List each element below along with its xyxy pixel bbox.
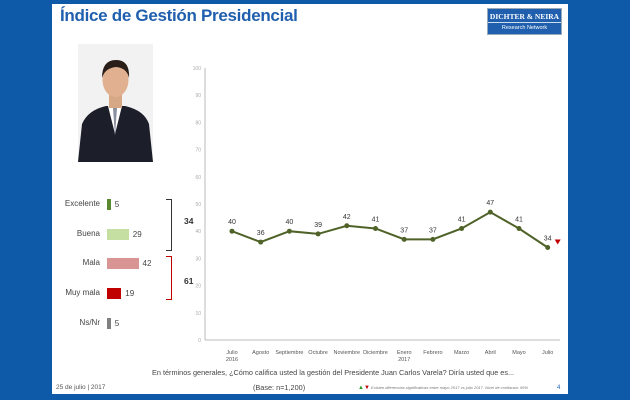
rating-bar (107, 258, 139, 269)
y-tick-label: 60 (195, 175, 201, 181)
rating-label: Excelente (64, 199, 100, 208)
rating-value: 19 (125, 289, 135, 298)
data-point (344, 223, 350, 229)
data-label: 40 (286, 219, 294, 226)
data-point (315, 231, 321, 237)
decrease-marker-icon (554, 239, 561, 245)
rating-bar (107, 288, 122, 299)
series-line (231, 211, 549, 249)
x-tick-label: Noviembre (334, 350, 361, 356)
y-tick-label: 30 (195, 256, 201, 262)
y-tick-label: 70 (195, 148, 201, 154)
data-label: 40 (228, 219, 236, 226)
data-label: 37 (400, 227, 408, 234)
x-tick-label: Septiembre (275, 350, 303, 356)
rating-label: Buena (76, 229, 100, 238)
data-label: 37 (429, 227, 437, 234)
survey-question: En términos generales, ¿Cómo califica us… (152, 368, 515, 377)
x-tick-label: Agosto (252, 350, 269, 356)
y-tick-label: 40 (195, 229, 201, 235)
rating-value: 5 (114, 319, 120, 328)
x-tick-label: Mayo (512, 350, 525, 356)
rating-value: 42 (142, 259, 152, 268)
y-tick-label: 50 (195, 202, 201, 208)
data-point (545, 245, 551, 251)
x-tick-label: Julio (542, 350, 553, 356)
data-point (430, 236, 436, 242)
y-tick-label: 0 (198, 338, 201, 344)
data-point (516, 225, 522, 231)
data-label: 41 (372, 216, 380, 223)
data-point (258, 239, 264, 245)
logo-name: DICHTER & NEIRA (488, 12, 561, 23)
data-point (373, 225, 378, 231)
y-tick-label: 90 (195, 93, 201, 99)
positive-total: 34 (184, 216, 194, 226)
rating-bar (107, 318, 111, 329)
y-tick-label: 20 (195, 284, 201, 290)
positive-brace (166, 199, 172, 251)
rating-label: Mala (82, 258, 100, 267)
y-tick-label: 80 (195, 120, 201, 126)
data-label: 47 (486, 200, 494, 207)
data-label: 34 (544, 236, 552, 243)
x-tick-label: Febrero (423, 350, 442, 356)
negative-total: 61 (184, 276, 194, 286)
x-tick-label: Diciembre (363, 350, 388, 356)
rating-value: 29 (132, 230, 142, 239)
logo-tagline: Research Network (501, 25, 548, 31)
data-label: 41 (458, 216, 466, 223)
significance-note: ▲▼ Existen diferencias significativas en… (358, 385, 529, 391)
x-tick-label: Julio 2016 (226, 350, 238, 363)
data-point (286, 228, 292, 234)
page-number: 4 (557, 385, 561, 391)
x-tick-label: Marzo (454, 350, 469, 356)
x-tick-label: Octubre (308, 350, 328, 356)
data-point (229, 228, 235, 234)
rating-value: 5 (114, 200, 120, 209)
sample-base: (Base: n=1,200) (253, 383, 306, 392)
page-title: Índice de Gestión Presidencial (60, 6, 298, 25)
significance-note-text: Existen diferencias significativas entre… (371, 385, 529, 390)
rating-bar (107, 199, 111, 210)
data-label: 36 (257, 230, 265, 237)
x-tick-label: Enero 2017 (397, 350, 412, 363)
data-point (487, 209, 493, 215)
rating-bar (107, 229, 129, 240)
data-label: 39 (314, 222, 322, 229)
data-point (459, 225, 465, 231)
report-date: 25 de julio | 2017 (56, 384, 106, 391)
y-tick-label: 10 (195, 311, 201, 317)
data-label: 41 (515, 216, 523, 223)
rating-label: Muy mala (65, 288, 100, 297)
rating-label: Ns/Nr (79, 318, 100, 327)
data-point (401, 236, 407, 242)
president-photo (78, 44, 153, 162)
data-label: 42 (343, 214, 351, 221)
logo: DICHTER & NEIRA Research Network (487, 8, 562, 35)
y-tick-label: 100 (193, 66, 202, 72)
x-tick-label: Abril (485, 350, 496, 356)
negative-brace (166, 256, 172, 300)
